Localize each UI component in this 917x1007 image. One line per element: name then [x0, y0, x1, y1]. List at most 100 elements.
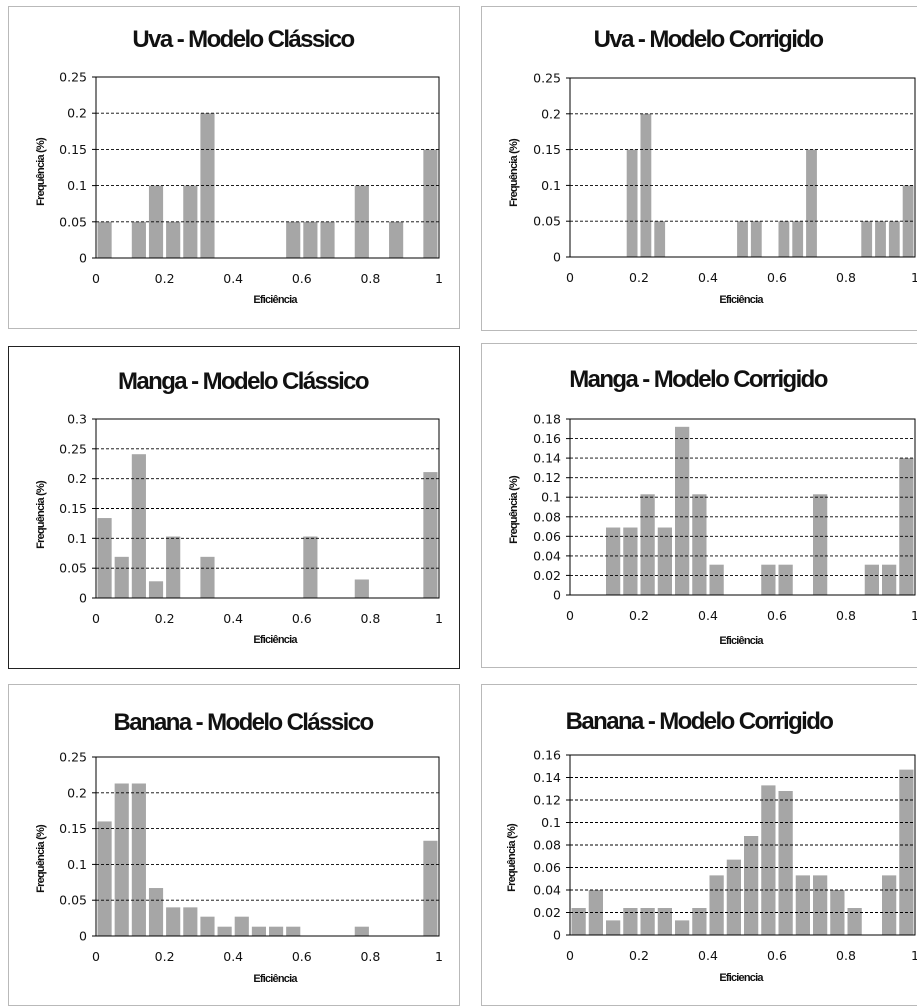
bar [97, 518, 112, 598]
bar [606, 527, 621, 595]
y-tick-label: 0.15 [59, 821, 87, 836]
x-tick-labels: 0 0.2 0.4 0.6 0.8 1 [566, 948, 917, 963]
bar [692, 908, 707, 935]
bar [888, 221, 900, 257]
gridlines-manga-corrigido [570, 438, 915, 576]
x-tick-label: 1 [911, 608, 917, 623]
y-tick-label: 0.2 [541, 106, 561, 121]
bar [778, 791, 793, 935]
bars-manga-classico [97, 454, 438, 598]
bar [234, 916, 249, 936]
bar [200, 916, 215, 936]
bar [640, 494, 655, 595]
x-tick-label: 1 [911, 270, 917, 285]
y-tick-label: 0.2 [67, 785, 87, 800]
bar [131, 454, 146, 598]
x-tick-label: 0.4 [698, 608, 718, 623]
chart-title: Banana - Modelo Corrigido [566, 708, 834, 735]
y-tick-label: 0.25 [59, 70, 87, 85]
y-tick-label: 0.1 [541, 178, 561, 193]
bar [861, 221, 873, 257]
chart-panel-banana-corrigido: Banana - Modelo Corrigido 0 0.02 0.04 0.06 0… [481, 684, 917, 1006]
chart-svg-banana-corrigido: Banana - Modelo Corrigido 00.020.040.060… [506, 708, 917, 984]
bar [657, 527, 672, 595]
bar [864, 564, 879, 595]
y-tick-label: 0.12 [533, 470, 561, 485]
y-tick-label: 0.1 [67, 857, 87, 872]
bar [806, 149, 817, 257]
x-tick-label: 0 [92, 949, 100, 964]
chart-svg-manga-corrigido: Manga - Modelo Corrigido 0 0.02 0.04 0.06 0.… [508, 366, 917, 647]
x-axis-label: Eficiência [253, 634, 298, 646]
y-tick-label: 0.02 [533, 568, 561, 583]
y-tick-label: 0.08 [533, 838, 561, 853]
plot-area-frame [569, 77, 916, 258]
y-tick-label: 0.2 [67, 106, 87, 121]
x-axis-label: Eficiência [719, 294, 764, 306]
x-tick-labels: 0 0.2 0.4 0.6 0.8 1 [566, 270, 917, 285]
y-tick-label: 0.12 [533, 793, 561, 808]
x-tick-label: 0.6 [767, 608, 787, 623]
bar [303, 221, 318, 258]
plot-area-frame [569, 418, 916, 596]
bars-manga-corrigido [606, 426, 914, 595]
x-tick-label: 0 [566, 608, 574, 623]
x-tick-label: 0.6 [292, 611, 312, 626]
y-tick-label: 0.15 [59, 501, 87, 516]
chart-panel-manga-corrigido: Manga - Modelo Corrigido 0 0.02 0.04 0.06 0.… [481, 343, 917, 668]
y-tick-label: 0 [553, 250, 561, 265]
y-tick-label: 0.25 [59, 750, 87, 765]
bar [269, 926, 284, 936]
y-tick-labels: 0 0.02 0.04 0.06 0.08 0.1 0.12 0.14 0.16 0.18 [533, 412, 570, 603]
bar [899, 458, 914, 595]
bar [320, 221, 335, 258]
bar [166, 907, 181, 936]
chart-title: Manga - Modelo Corrigido [569, 366, 828, 393]
bar [114, 783, 129, 936]
bar [183, 907, 198, 936]
bar [389, 221, 404, 258]
y-tick-label: 0.14 [533, 451, 561, 466]
bar [166, 221, 181, 258]
chart-title: Banana - Modelo Clássico [114, 709, 374, 736]
x-tick-label: 1 [911, 948, 917, 963]
x-tick-label: 1 [435, 949, 443, 964]
plot-area-frame [95, 76, 440, 259]
y-axis-label: Frequência (%) [35, 824, 47, 893]
bar [778, 221, 790, 257]
y-tick-label: 0.05 [59, 893, 87, 908]
bar [750, 221, 762, 257]
y-axis-label: Frequência (%) [508, 138, 520, 207]
bar [761, 564, 776, 595]
y-tick-label: 0.1 [541, 490, 561, 505]
x-tick-labels: 0 0.2 0.4 0.6 0.8 1 [566, 608, 917, 623]
y-tick-label: 0.08 [533, 509, 561, 524]
x-tick-labels: 0 0.2 0.4 0.6 0.8 1 [92, 611, 443, 626]
bars-banana-classico [97, 783, 438, 936]
bar [882, 564, 897, 595]
bar [200, 556, 215, 598]
bar [148, 888, 164, 936]
chart-svg-uva-corrigido: Uva - Modelo Corrigido 0 0.05 0.1 0.15 0.2 0.… [508, 26, 917, 306]
bar [744, 836, 759, 935]
bar [97, 221, 112, 258]
y-tick-label: 0 [79, 929, 87, 944]
bars-banana-corrigido [571, 769, 914, 936]
chart-svg-banana-classico: Banana - Modelo Clássico 0 0.05 0.1 0.15 0.2… [35, 709, 443, 985]
y-axis-label: Frequência (%) [35, 480, 47, 549]
y-tick-label: 0.02 [533, 905, 561, 920]
y-tick-label: 0 [553, 928, 561, 943]
x-tick-label: 0.2 [629, 608, 649, 623]
x-tick-label: 0 [92, 611, 100, 626]
x-tick-label: 0.8 [360, 949, 380, 964]
bar [847, 908, 862, 935]
y-tick-label: 0.1 [67, 178, 87, 193]
x-axis-label: Eficiência [253, 973, 298, 985]
y-tick-label: 0.15 [533, 142, 561, 157]
bar [813, 875, 828, 936]
x-tick-label: 0.8 [836, 608, 856, 623]
x-tick-label: 0.2 [155, 611, 175, 626]
y-tick-label: 0.25 [59, 441, 87, 456]
bar [148, 581, 164, 598]
y-tick-label: 0.05 [533, 214, 561, 229]
